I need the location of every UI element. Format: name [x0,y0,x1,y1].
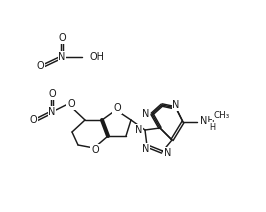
Text: NH: NH [200,116,215,126]
Text: O: O [91,145,99,155]
Text: N: N [164,148,171,158]
Text: O: O [48,89,56,99]
Text: N: N [142,144,150,154]
Text: N: N [142,109,149,119]
Text: N: N [58,52,66,62]
Text: OH: OH [89,52,104,62]
Text: N: N [135,125,142,135]
Text: N: N [48,107,56,117]
Text: O: O [58,33,66,43]
Text: O: O [36,61,44,71]
Text: N: N [172,100,180,110]
Text: CH₃: CH₃ [213,110,229,120]
Text: H: H [209,123,215,131]
Text: O: O [67,99,75,109]
Text: O: O [113,103,121,113]
Text: O: O [29,115,37,125]
